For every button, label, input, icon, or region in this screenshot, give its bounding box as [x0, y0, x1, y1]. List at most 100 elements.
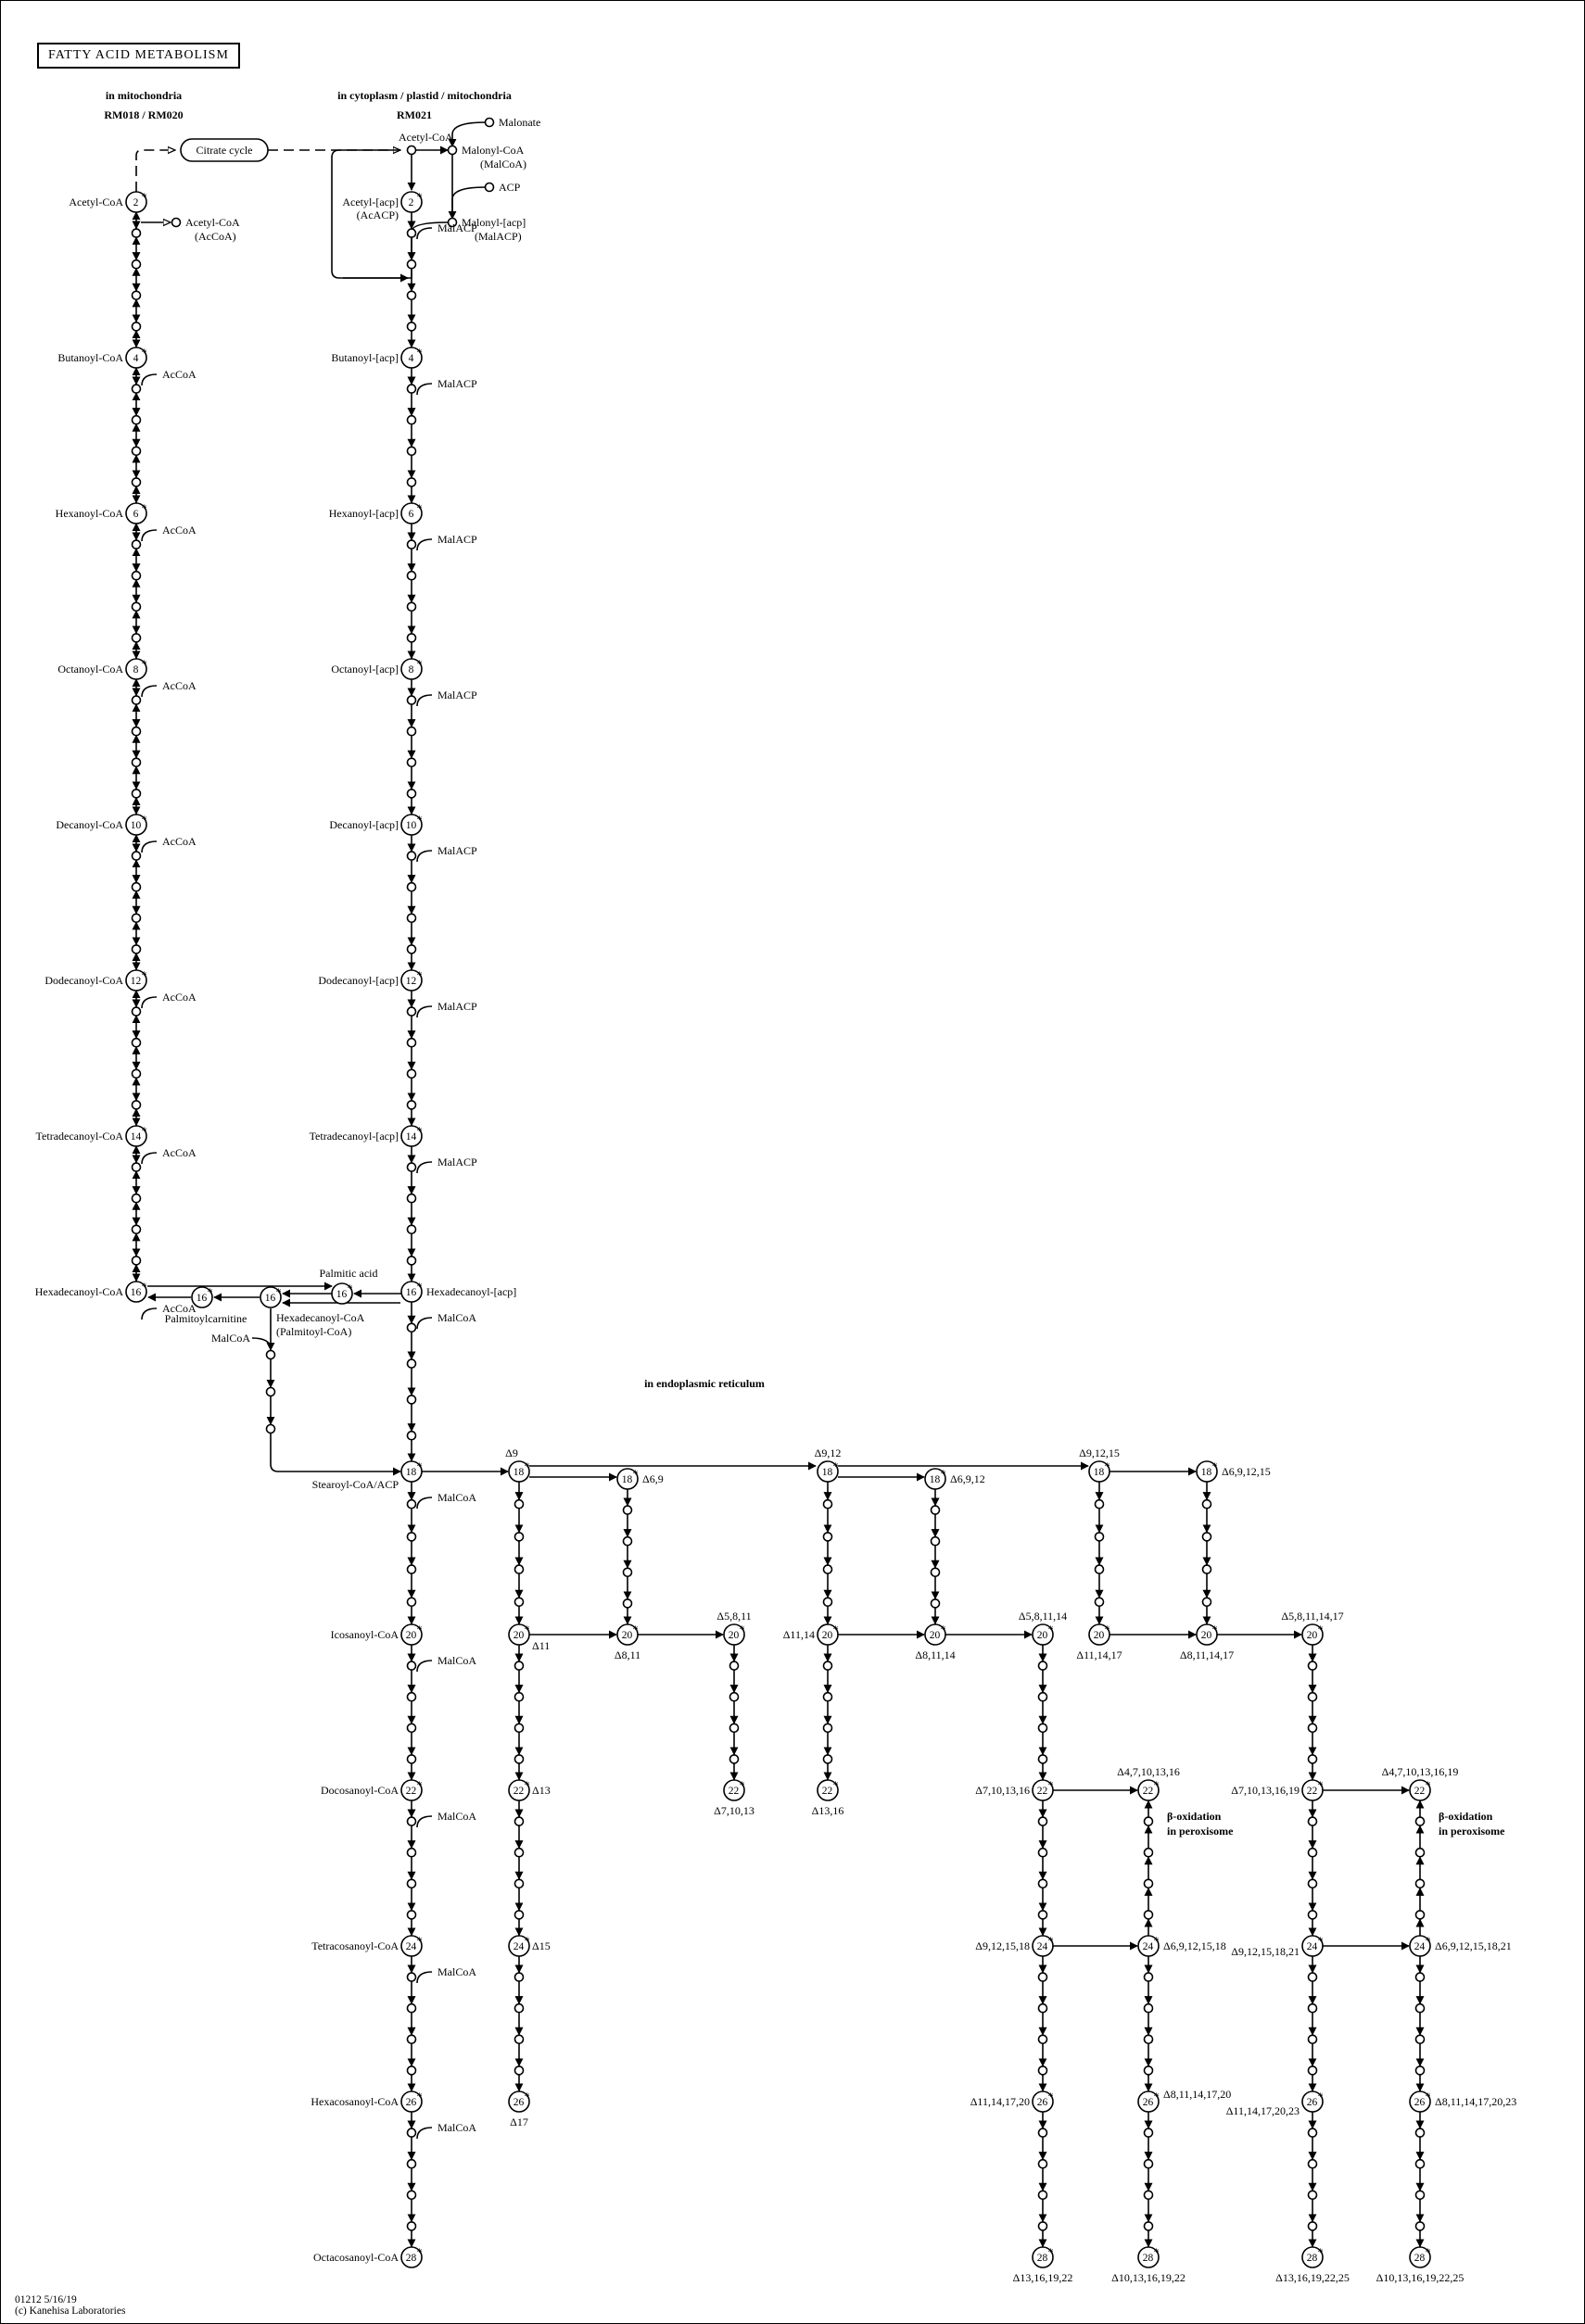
chain-length-label: 22	[729, 1786, 740, 1797]
chain-length-label: 20	[514, 1630, 525, 1641]
intermediate-node	[1037, 1661, 1048, 1671]
carbon-marker: *	[1154, 2090, 1160, 2103]
intermediate-node	[1307, 2158, 1318, 2169]
intermediate-node	[406, 290, 417, 301]
intermediate-node	[1307, 1878, 1318, 1889]
intermediate-node	[131, 726, 142, 737]
intermediate-node	[622, 1567, 633, 1578]
intermediate-node	[406, 1498, 417, 1509]
intermediate-node	[406, 1068, 417, 1080]
intermediate-node	[1307, 2065, 1318, 2076]
chain-length-label: 2	[409, 197, 414, 208]
chain-length-label: 18	[514, 1467, 525, 1478]
intermediate-node	[406, 1532, 417, 1542]
intermediate-node	[406, 1723, 417, 1734]
intermediate-node	[131, 570, 142, 581]
chain-length-label: 26	[514, 2097, 525, 2108]
palmitic-acid-label: Palmitic acid	[320, 1267, 378, 1280]
intermediate-node	[1037, 1847, 1048, 1858]
intermediate-node	[1307, 2002, 1318, 2014]
intermediate-node	[406, 881, 417, 892]
intermediate-node	[406, 1193, 417, 1204]
intermediate-node	[1307, 1910, 1318, 1920]
chain-length-label: 16	[336, 1289, 348, 1300]
chain-length-label: 28	[1307, 2253, 1318, 2264]
delta-label: Δ11,14	[783, 1628, 815, 1641]
carbon-marker: *	[142, 1280, 147, 1293]
side-substrate-label: AcCoA	[162, 991, 197, 1004]
intermediate-node	[1094, 1597, 1105, 1608]
compound-circle	[1032, 1935, 1054, 1957]
carbon-marker: *	[941, 1623, 946, 1636]
intermediate-node	[406, 726, 417, 737]
middle-compound-label: Tetracosanoyl-CoA	[311, 1939, 399, 1952]
side-reaction-hook	[416, 694, 433, 707]
intermediate-node	[622, 1598, 633, 1609]
intermediate-node	[1143, 1816, 1154, 1826]
chain-length-label: 4	[409, 353, 414, 364]
intermediate-node	[406, 1224, 417, 1235]
chain-length-label: 6	[133, 509, 139, 520]
middle-compound-label: Docosanoyl-CoA	[321, 1784, 399, 1797]
carbon-marker: *	[525, 1934, 530, 1947]
delta-label: Δ15	[532, 1939, 551, 1952]
intermediate-node	[514, 1816, 525, 1826]
delta-label: Δ8,11,14	[915, 1648, 955, 1661]
delta-label: Δ11,14,17,20,23	[1226, 2104, 1300, 2117]
compound-circle	[1032, 2246, 1054, 2268]
intermediate-node	[406, 913, 417, 924]
intermediate-node	[406, 2221, 417, 2231]
chain-length-label: 20	[729, 1630, 740, 1641]
chain-length-label: 20	[822, 1630, 833, 1641]
side-substrate-label: MalCoA	[437, 1965, 476, 1978]
carbon-marker: *	[417, 968, 423, 981]
chain-length-label: 10	[131, 820, 142, 831]
compound-circle	[125, 969, 147, 991]
chain-length-label: 18	[1201, 1467, 1212, 1478]
chain-length-label: 22	[822, 1786, 833, 1797]
carbon-marker: *	[142, 190, 147, 203]
delta-label: Δ8,11,14,17	[1180, 1648, 1234, 1661]
intermediate-node	[1414, 1847, 1426, 1858]
carbon-marker: *	[417, 1778, 423, 1791]
intermediate-node	[822, 1723, 833, 1734]
intermediate-node	[131, 913, 142, 924]
malonate-to-malonylcoa	[448, 121, 487, 147]
chain-length-label: 24	[1414, 1941, 1426, 1952]
compound-circle	[1409, 2090, 1431, 2113]
carbon-marker: *	[525, 1778, 530, 1791]
side-substrate-label: MalACP	[437, 1000, 477, 1013]
intermediate-node	[406, 446, 417, 457]
intermediate-node	[406, 1006, 417, 1017]
intermediate-node	[406, 322, 417, 332]
chain-length-label: 22	[514, 1786, 525, 1797]
side-substrate-label: MalCoA	[437, 1654, 476, 1667]
chain-length-label: 26	[1414, 2097, 1426, 2108]
intermediate-node	[822, 1691, 833, 1702]
chain-length-label: 14	[406, 1131, 417, 1143]
intermediate-node	[131, 446, 142, 457]
intermediate-node	[514, 2002, 525, 2014]
side-substrate-label: MalACP	[437, 844, 477, 857]
carbon-marker: *	[142, 657, 147, 670]
chain-length-label: 16	[197, 1293, 208, 1304]
compound-circle	[508, 1935, 530, 1957]
chain-length-label: 4	[133, 353, 139, 364]
compound-circle	[817, 1623, 839, 1646]
intermediate-node	[447, 145, 458, 156]
intermediate-node	[406, 1162, 417, 1172]
module-cytoplasm: RM021	[397, 108, 432, 121]
intermediate-node	[484, 182, 495, 193]
intermediate-node	[265, 1349, 276, 1360]
compound-circle	[125, 1281, 147, 1303]
intermediate-node	[514, 1597, 525, 1608]
credits-copyright: (c) Kanehisa Laboratories	[15, 2305, 126, 2317]
chain-length-label: 14	[131, 1131, 142, 1143]
credits: 01212 5/16/19 (c) Kanehisa Laboratories	[15, 2294, 125, 2317]
carbon-marker: *	[142, 813, 147, 826]
delta-label: Δ9,12,15,18	[975, 1939, 1030, 1952]
compound-circle	[616, 1468, 639, 1490]
intermediate-node	[406, 2128, 417, 2138]
intermediate-node	[131, 1100, 142, 1110]
intermediate-node	[822, 1564, 833, 1574]
